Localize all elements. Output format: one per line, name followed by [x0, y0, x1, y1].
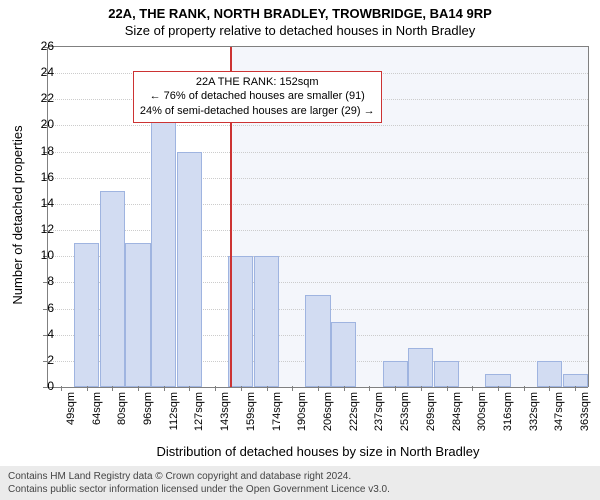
y-tick-label: 18 [26, 144, 54, 158]
annotation-line: 24% of semi-detached houses are larger (… [140, 104, 375, 119]
x-tick-label: 64sqm [91, 392, 103, 425]
y-tick-label: 4 [26, 327, 54, 341]
page-title: 22A, THE RANK, NORTH BRADLEY, TROWBRIDGE… [0, 0, 600, 21]
x-tick [87, 386, 88, 391]
histogram-bar [434, 361, 459, 387]
gridline [48, 230, 588, 231]
x-tick [61, 386, 62, 391]
y-tick-label: 20 [26, 117, 54, 131]
footer-attribution: Contains HM Land Registry data © Crown c… [0, 466, 600, 500]
histogram-bar [408, 348, 433, 387]
x-tick [318, 386, 319, 391]
x-tick-label: 237sqm [373, 392, 385, 431]
x-tick-label: 190sqm [296, 392, 308, 431]
y-axis-label: Number of detached properties [10, 125, 25, 304]
histogram-bar [177, 152, 202, 387]
x-tick [189, 386, 190, 391]
plot-area: 22A THE RANK: 152sqm← 76% of detached ho… [48, 46, 589, 387]
x-tick-label: 49sqm [65, 392, 77, 425]
x-tick-label: 300sqm [476, 392, 488, 431]
x-tick [524, 386, 525, 391]
annotation-box: 22A THE RANK: 152sqm← 76% of detached ho… [133, 71, 382, 124]
x-tick [164, 386, 165, 391]
y-tick-label: 24 [26, 65, 54, 79]
x-tick [472, 386, 473, 391]
x-tick-label: 253sqm [399, 392, 411, 431]
x-tick [395, 386, 396, 391]
y-tick-label: 8 [26, 274, 54, 288]
x-tick [112, 386, 113, 391]
annotation-line: ← 76% of detached houses are smaller (91… [140, 89, 375, 104]
y-tick-label: 2 [26, 353, 54, 367]
y-tick-label: 0 [26, 379, 54, 393]
x-tick [369, 386, 370, 391]
y-tick-label: 14 [26, 196, 54, 210]
x-tick-label: 80sqm [116, 392, 128, 425]
y-tick-label: 16 [26, 170, 54, 184]
histogram-bar [151, 99, 176, 387]
x-tick [447, 386, 448, 391]
x-tick [241, 386, 242, 391]
gridline [48, 204, 588, 205]
x-tick-label: 127sqm [193, 392, 205, 431]
x-tick-label: 284sqm [451, 392, 463, 431]
footer-line1: Contains HM Land Registry data © Crown c… [8, 470, 592, 483]
chart-container: 22A THE RANK: 152sqm← 76% of detached ho… [48, 46, 588, 424]
x-tick [292, 386, 293, 391]
y-tick-label: 6 [26, 301, 54, 315]
histogram-bar [125, 243, 150, 387]
footer-line2: Contains public sector information licen… [8, 483, 592, 496]
y-tick-label: 10 [26, 248, 54, 262]
x-tick-label: 269sqm [425, 392, 437, 431]
x-tick [498, 386, 499, 391]
x-tick-label: 363sqm [579, 392, 591, 431]
y-tick-label: 12 [26, 222, 54, 236]
histogram-bar [331, 322, 356, 387]
x-tick [421, 386, 422, 391]
histogram-bar [254, 256, 279, 387]
histogram-bar [305, 295, 330, 387]
x-axis-label: Distribution of detached houses by size … [48, 444, 588, 459]
x-tick-label: 112sqm [168, 392, 180, 430]
page-subtitle: Size of property relative to detached ho… [0, 21, 600, 38]
x-tick-label: 143sqm [219, 392, 231, 431]
x-tick [575, 386, 576, 391]
gridline [48, 152, 588, 153]
x-tick-label: 316sqm [502, 392, 514, 431]
x-tick [138, 386, 139, 391]
x-tick-label: 96sqm [142, 392, 154, 425]
x-tick-label: 159sqm [245, 392, 257, 431]
x-tick-label: 206sqm [322, 392, 334, 431]
gridline [48, 178, 588, 179]
x-tick-label: 347sqm [553, 392, 565, 431]
x-tick [344, 386, 345, 391]
histogram-bar [383, 361, 408, 387]
gridline [48, 125, 588, 126]
x-tick [215, 386, 216, 391]
histogram-bar [537, 361, 562, 387]
histogram-bar [74, 243, 99, 387]
x-tick [549, 386, 550, 391]
x-tick-label: 332sqm [528, 392, 540, 431]
x-tick-label: 222sqm [348, 392, 360, 431]
x-tick [267, 386, 268, 391]
x-tick-label: 174sqm [271, 392, 283, 431]
histogram-bar [228, 256, 253, 387]
y-tick-label: 26 [26, 39, 54, 53]
y-tick-label: 22 [26, 91, 54, 105]
histogram-bar [100, 191, 125, 387]
annotation-line: 22A THE RANK: 152sqm [140, 75, 375, 90]
